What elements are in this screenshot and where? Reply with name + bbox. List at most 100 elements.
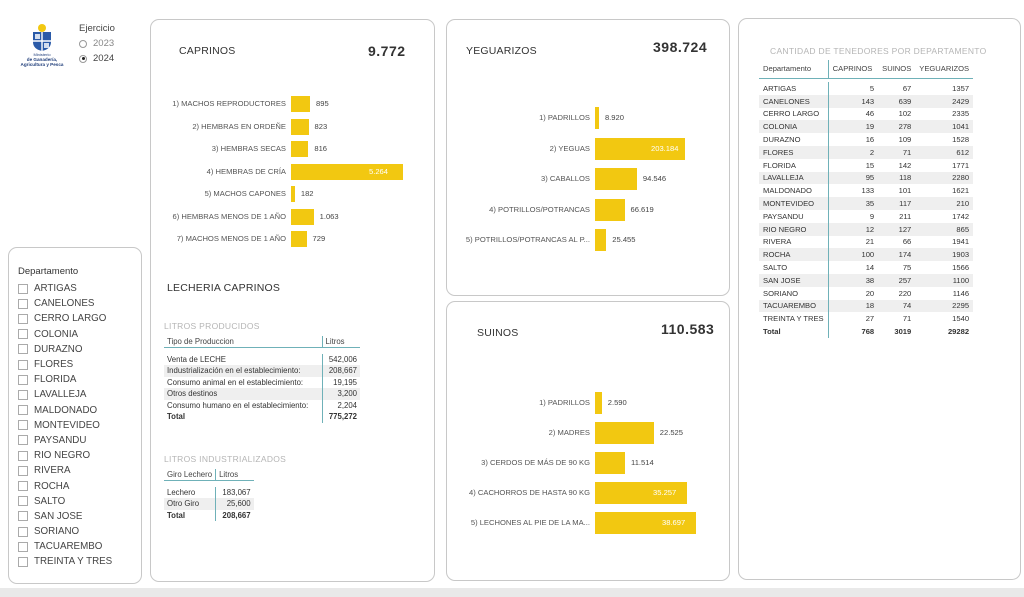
table-total-cell: Total xyxy=(167,412,186,422)
departamento-item[interactable]: ARTIGAS xyxy=(18,281,141,296)
departamento-item[interactable]: RIVERA xyxy=(18,463,141,478)
departamento-item[interactable]: CANELONES xyxy=(18,296,141,311)
table-header[interactable]: Departamento xyxy=(759,60,829,79)
departamento-item[interactable]: SORIANO xyxy=(18,524,141,539)
bar[interactable] xyxy=(291,163,403,180)
radio-selected-icon[interactable] xyxy=(79,54,87,63)
suinos-bar-chart: 1) PADRILLOS 2.590 2) MADRES 22.525 3) CERDO… xyxy=(447,392,729,542)
litros-producidos-caption: LITROS PRODUCIDOS xyxy=(164,321,260,331)
checkbox-icon[interactable] xyxy=(18,344,28,355)
departamento-item[interactable]: SAN JOSE xyxy=(18,509,141,524)
bar[interactable] xyxy=(291,231,307,247)
departamento-item[interactable]: MONTEVIDEO xyxy=(18,418,141,433)
checkbox-icon[interactable] xyxy=(18,420,28,431)
table-cell: 143 xyxy=(827,94,879,108)
table-header[interactable]: Litros xyxy=(321,336,360,348)
bar-category-label: 6) HEMBRAS MENOS DE 1 AÑO xyxy=(172,211,286,221)
table-cell: 1941 xyxy=(952,237,970,247)
checkbox-icon[interactable] xyxy=(18,496,28,507)
bar-value-label: 38.697 xyxy=(662,518,686,527)
table-header[interactable]: Litros xyxy=(215,469,254,481)
departamento-item[interactable]: TREINTA Y TRES xyxy=(18,554,141,569)
checkbox-icon[interactable] xyxy=(18,298,28,309)
bar[interactable] xyxy=(291,96,311,112)
checkbox-icon[interactable] xyxy=(18,450,28,461)
bar[interactable] xyxy=(595,482,688,504)
departamento-item[interactable]: ROCHA xyxy=(18,478,141,493)
departamento-item-label: DURAZNO xyxy=(34,343,83,355)
bar[interactable] xyxy=(291,118,309,135)
table-cell: 127 xyxy=(878,222,916,236)
bar[interactable] xyxy=(595,198,625,221)
bottom-scroll-bar[interactable] xyxy=(0,588,1024,597)
table-header[interactable]: Giro Lechero xyxy=(164,469,216,481)
checkbox-icon[interactable] xyxy=(18,359,28,370)
departamento-item[interactable]: PAYSANDU xyxy=(18,433,141,448)
checkbox-icon[interactable] xyxy=(18,329,28,340)
bar[interactable] xyxy=(291,186,295,202)
departamento-item[interactable]: COLONIA xyxy=(18,327,141,342)
table-row: SORIANO 20 220 1146 xyxy=(759,286,973,300)
table-cell: 102 xyxy=(898,109,912,119)
bar[interactable] xyxy=(595,168,637,190)
checkbox-icon[interactable] xyxy=(18,313,28,324)
radio-unselected-icon[interactable] xyxy=(79,39,87,48)
departamento-item[interactable]: RIO NEGRO xyxy=(18,448,141,463)
table-cell: 142 xyxy=(898,160,912,170)
table-row: TACUAREMBO 18 74 2295 xyxy=(759,299,974,313)
departamento-item[interactable]: DURAZNO xyxy=(18,342,141,357)
table-cell: 2 xyxy=(827,145,879,159)
table-header[interactable]: SUINOS xyxy=(878,60,916,79)
bar-value-label: 2.590 xyxy=(607,398,627,407)
departamento-item[interactable]: TACUAREMBO xyxy=(18,539,141,554)
checkbox-icon[interactable] xyxy=(18,481,28,492)
ejercicio-option-2024[interactable]: 2024 xyxy=(79,53,115,64)
bar[interactable] xyxy=(595,392,602,414)
departamento-item[interactable]: SALTO xyxy=(18,494,141,509)
bar[interactable] xyxy=(595,229,607,251)
departamento-item[interactable]: FLORIDA xyxy=(18,372,141,387)
checkbox-icon[interactable] xyxy=(18,389,28,400)
table-cell: 2,204 xyxy=(321,399,360,411)
table-cell: 1100 xyxy=(915,273,974,287)
checkbox-icon[interactable] xyxy=(18,374,28,385)
table-cell: 1566 xyxy=(952,263,970,273)
table-total-cell: Total xyxy=(763,327,781,337)
checkbox-icon[interactable] xyxy=(18,465,28,476)
departamento-item[interactable]: FLORES xyxy=(18,357,141,372)
table-cell: 74 xyxy=(878,299,916,313)
table-cell: 71 xyxy=(878,145,916,159)
tenedores-caption: CANTIDAD DE TENEDORES POR DEPARTAMENTO xyxy=(770,46,987,56)
departamento-item[interactable]: MALDONADO xyxy=(18,403,141,418)
checkbox-icon[interactable] xyxy=(18,283,28,294)
table-cell: 639 xyxy=(878,94,916,108)
yeguarizos-total: 398.724 xyxy=(653,39,708,55)
bar[interactable] xyxy=(595,422,654,444)
ejercicio-option-2023[interactable]: 2023 xyxy=(79,38,115,49)
bar[interactable] xyxy=(291,141,309,157)
departamento-item[interactable]: LAVALLEJA xyxy=(18,387,141,402)
checkbox-icon[interactable] xyxy=(18,405,28,416)
checkbox-icon[interactable] xyxy=(18,526,28,537)
checkbox-icon[interactable] xyxy=(18,541,28,552)
bar[interactable] xyxy=(595,107,599,129)
table-header[interactable]: YEGUARIZOS xyxy=(915,60,974,79)
bar[interactable] xyxy=(291,208,314,225)
coat-of-arms-icon xyxy=(33,24,51,51)
table-header[interactable]: Tipo de Produccion xyxy=(164,336,322,348)
table-cell: TREINTA Y TRES xyxy=(763,314,824,324)
table-header[interactable]: CAPRINOS xyxy=(827,60,879,79)
ejercicio-label: Ejercicio xyxy=(79,23,115,34)
yeguarizos-title: YEGUARIZOS xyxy=(466,45,537,57)
checkbox-icon[interactable] xyxy=(18,511,28,522)
checkbox-icon[interactable] xyxy=(18,435,28,446)
table-cell: 1903 xyxy=(915,248,974,262)
table-row: Consumo animal en el establecimiento: 19,… xyxy=(164,376,360,388)
bar-category-label: 4) HEMBRAS DE CRÍA xyxy=(206,166,286,176)
bar[interactable] xyxy=(595,452,626,474)
departamento-item[interactable]: CERRO LARGO xyxy=(18,311,141,326)
bar[interactable] xyxy=(595,137,685,160)
bar[interactable] xyxy=(595,512,696,534)
table-cell: 210 xyxy=(915,197,974,210)
checkbox-icon[interactable] xyxy=(18,556,28,567)
